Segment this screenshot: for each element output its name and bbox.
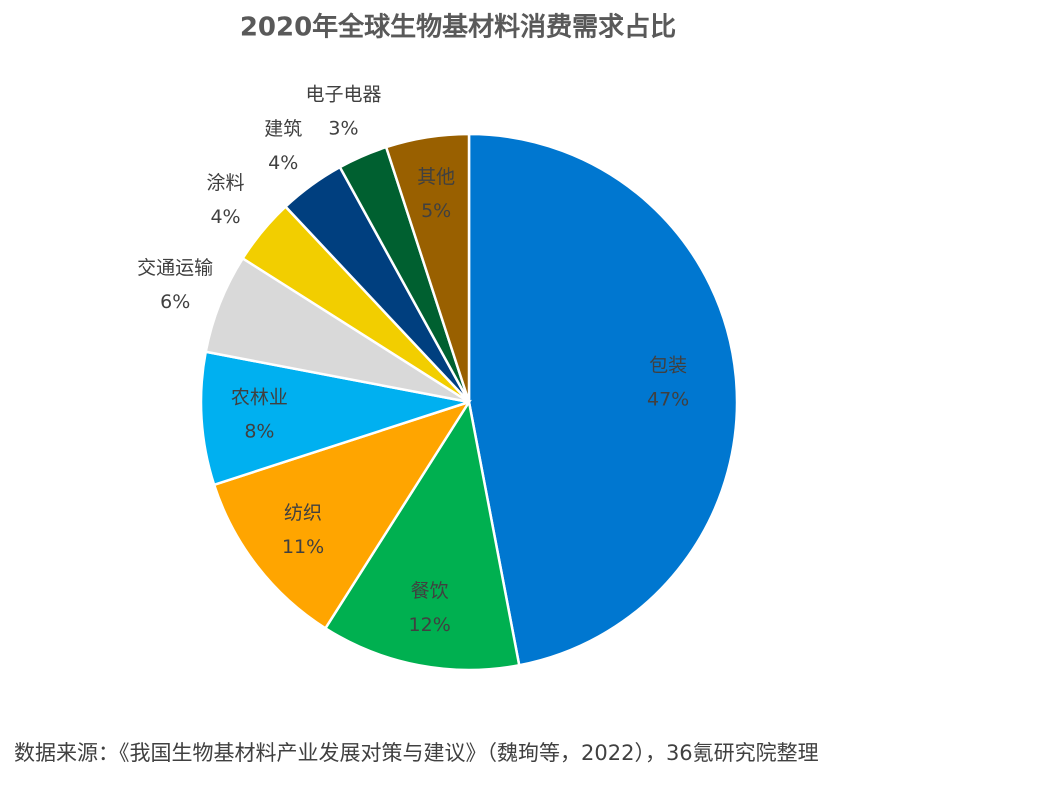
slice-category-label: 电子电器: [305, 83, 381, 105]
chart-title: 2020年全球生物基材料消费需求占比: [240, 12, 676, 43]
slice-value-label: 4%: [268, 152, 298, 174]
pie-slice: [384, 132, 471, 403]
pie-slice: [212, 399, 472, 631]
slice-category-label: 交通运输: [137, 257, 213, 279]
slice-category-label: 纺织: [284, 502, 322, 524]
slice-value-label: 11%: [282, 536, 324, 558]
slice-category-label: 其他: [417, 166, 455, 188]
slice-category-label: 餐饮: [411, 580, 449, 602]
slice-value-label: 5%: [421, 200, 451, 222]
pie-slice: [323, 398, 521, 672]
slice-category-label: 农林业: [231, 387, 288, 409]
pie-slice: [467, 132, 739, 667]
slice-value-label: 6%: [160, 291, 190, 313]
slice-value-label: 8%: [244, 421, 274, 443]
slice-value-label: 12%: [409, 614, 451, 636]
slice-category-label: 建筑: [264, 118, 302, 140]
slice-value-label: 47%: [647, 389, 689, 411]
slice-category-label: 包装: [649, 355, 687, 377]
pie-slice: [199, 350, 470, 487]
source-note: 数据来源：《我国生物基材料产业发展对策与建议》（魏珣等，2022），36氪研究院…: [14, 741, 819, 765]
slice-value-label: 3%: [328, 117, 358, 139]
slice-value-label: 4%: [210, 206, 240, 228]
slice-category-label: 涂料: [207, 172, 245, 194]
